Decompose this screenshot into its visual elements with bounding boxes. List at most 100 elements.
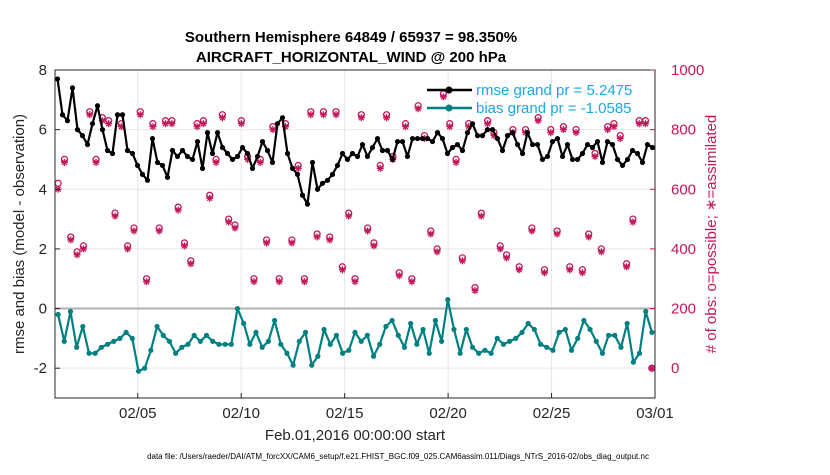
obs-assimilated-stroke xyxy=(636,120,643,127)
obs-assimilated-marker xyxy=(174,206,182,214)
obs-assimilated-marker xyxy=(307,111,315,119)
rmse-point xyxy=(589,144,596,151)
obs-assimilated-marker xyxy=(540,269,548,277)
bias-point xyxy=(401,344,408,350)
obs-assimilated-marker xyxy=(105,120,113,128)
obs-assimilated-stroke xyxy=(269,126,276,133)
rmse-point xyxy=(359,141,366,148)
bias-point xyxy=(129,335,135,341)
obs-assimilated-stroke xyxy=(604,126,611,133)
obs-assimilated-marker xyxy=(477,212,485,220)
rmse-point xyxy=(569,156,576,163)
left-tick-label: 4 xyxy=(39,181,47,198)
obs-assimilated-marker xyxy=(319,111,327,119)
rmse-point xyxy=(114,112,121,118)
x-axis-ticks: 02/05 02/10 02/15 02/20 02/25 03/01 xyxy=(119,393,674,422)
obs-assimilated-stroke xyxy=(206,195,213,202)
obs-assimilated-marker xyxy=(162,120,170,128)
obs-assimilated-marker xyxy=(345,212,353,220)
rmse-point xyxy=(149,135,156,142)
rmse-point xyxy=(319,180,326,186)
obs-assimilated-marker xyxy=(484,120,492,128)
bias-point xyxy=(191,332,197,338)
bias-point xyxy=(309,362,315,368)
rmse-point xyxy=(279,115,286,121)
bias-point xyxy=(445,297,451,303)
rmse-point xyxy=(124,147,131,154)
legend-bias-marker xyxy=(445,104,453,112)
rmse-point xyxy=(104,147,111,154)
obs-assimilated-stroke xyxy=(478,213,485,220)
bias-point xyxy=(537,341,544,347)
rmse-point xyxy=(484,127,491,133)
obs-assimilated-stroke xyxy=(592,153,598,160)
rmse-point xyxy=(59,112,66,118)
rmse-point xyxy=(179,147,186,154)
rmse-point xyxy=(559,153,566,160)
obs-assimilated-marker xyxy=(566,266,574,274)
obs-assimilated-marker xyxy=(515,266,523,274)
obs-assimilated-marker xyxy=(313,233,321,241)
obs-assimilated-marker xyxy=(547,129,555,137)
rmse-point xyxy=(344,156,351,163)
rmse-point xyxy=(64,118,71,124)
x-tick-label: 02/10 xyxy=(222,405,260,422)
obs-assimilated-stroke xyxy=(623,263,630,270)
left-axis-ticks: -2 0 2 4 6 8 xyxy=(34,62,60,377)
rmse-point xyxy=(459,147,466,154)
obs-assimilated-stroke xyxy=(86,111,93,118)
obs-assimilated-stroke xyxy=(326,237,333,243)
obs-assimilated-stroke xyxy=(642,120,649,127)
obs-assimilated-marker xyxy=(402,123,410,131)
rmse-point xyxy=(89,121,96,127)
rmse-series xyxy=(54,76,656,207)
bias-point xyxy=(451,326,457,333)
obs-assimilated-marker xyxy=(585,233,593,241)
rmse-point xyxy=(314,186,321,192)
obs-assimilated-marker xyxy=(237,120,245,128)
obs-assimilated-marker xyxy=(130,227,138,235)
right-tick-label: 800 xyxy=(671,122,696,139)
obs-assimilated-stroke xyxy=(162,120,169,127)
rmse-point xyxy=(159,162,166,169)
obs-assimilated-marker xyxy=(452,158,460,166)
y-axis-label-right: # of obs: o=possible; ∗=assimilated xyxy=(703,115,720,354)
rmse-point xyxy=(634,150,641,157)
bias-point xyxy=(352,329,358,335)
bias-point xyxy=(222,341,228,347)
bias-point xyxy=(228,341,234,347)
legend-rmse-marker xyxy=(445,86,453,94)
obs-assimilated-stroke xyxy=(598,248,605,255)
obs-assimilated-marker xyxy=(471,287,479,295)
rmse-point xyxy=(464,130,471,136)
bias-point xyxy=(469,344,476,350)
right-axis-ticks: 0 200 400 600 800 1000 xyxy=(650,62,704,377)
rmse-point xyxy=(244,150,251,157)
obs-assimilated-marker xyxy=(635,120,643,128)
bias-point xyxy=(296,338,302,344)
rmse-point xyxy=(329,171,336,177)
rmse-point xyxy=(224,150,231,157)
bias-point xyxy=(364,332,370,338)
right-tick-label: 600 xyxy=(671,181,696,198)
rmse-point xyxy=(609,141,616,148)
rmse-point xyxy=(629,147,636,154)
obs-assimilated-stroke xyxy=(225,219,232,225)
obs-assimilated-stroke xyxy=(434,248,441,255)
rmse-point xyxy=(254,153,261,160)
obs-assimilated-stroke xyxy=(333,111,339,118)
obs-assimilated-marker xyxy=(616,135,624,143)
bias-point xyxy=(278,341,284,347)
obs-assimilated-marker xyxy=(351,278,359,286)
bias-point xyxy=(104,341,111,347)
obs-assimilated-stroke xyxy=(535,117,542,124)
rmse-point xyxy=(379,147,386,154)
obs-assimilated-stroke xyxy=(352,278,358,285)
bias-point xyxy=(166,338,173,344)
bias-point xyxy=(494,335,500,341)
obs-assimilated-stroke xyxy=(459,257,466,264)
bias-point xyxy=(333,332,340,338)
bias-point xyxy=(55,311,61,318)
